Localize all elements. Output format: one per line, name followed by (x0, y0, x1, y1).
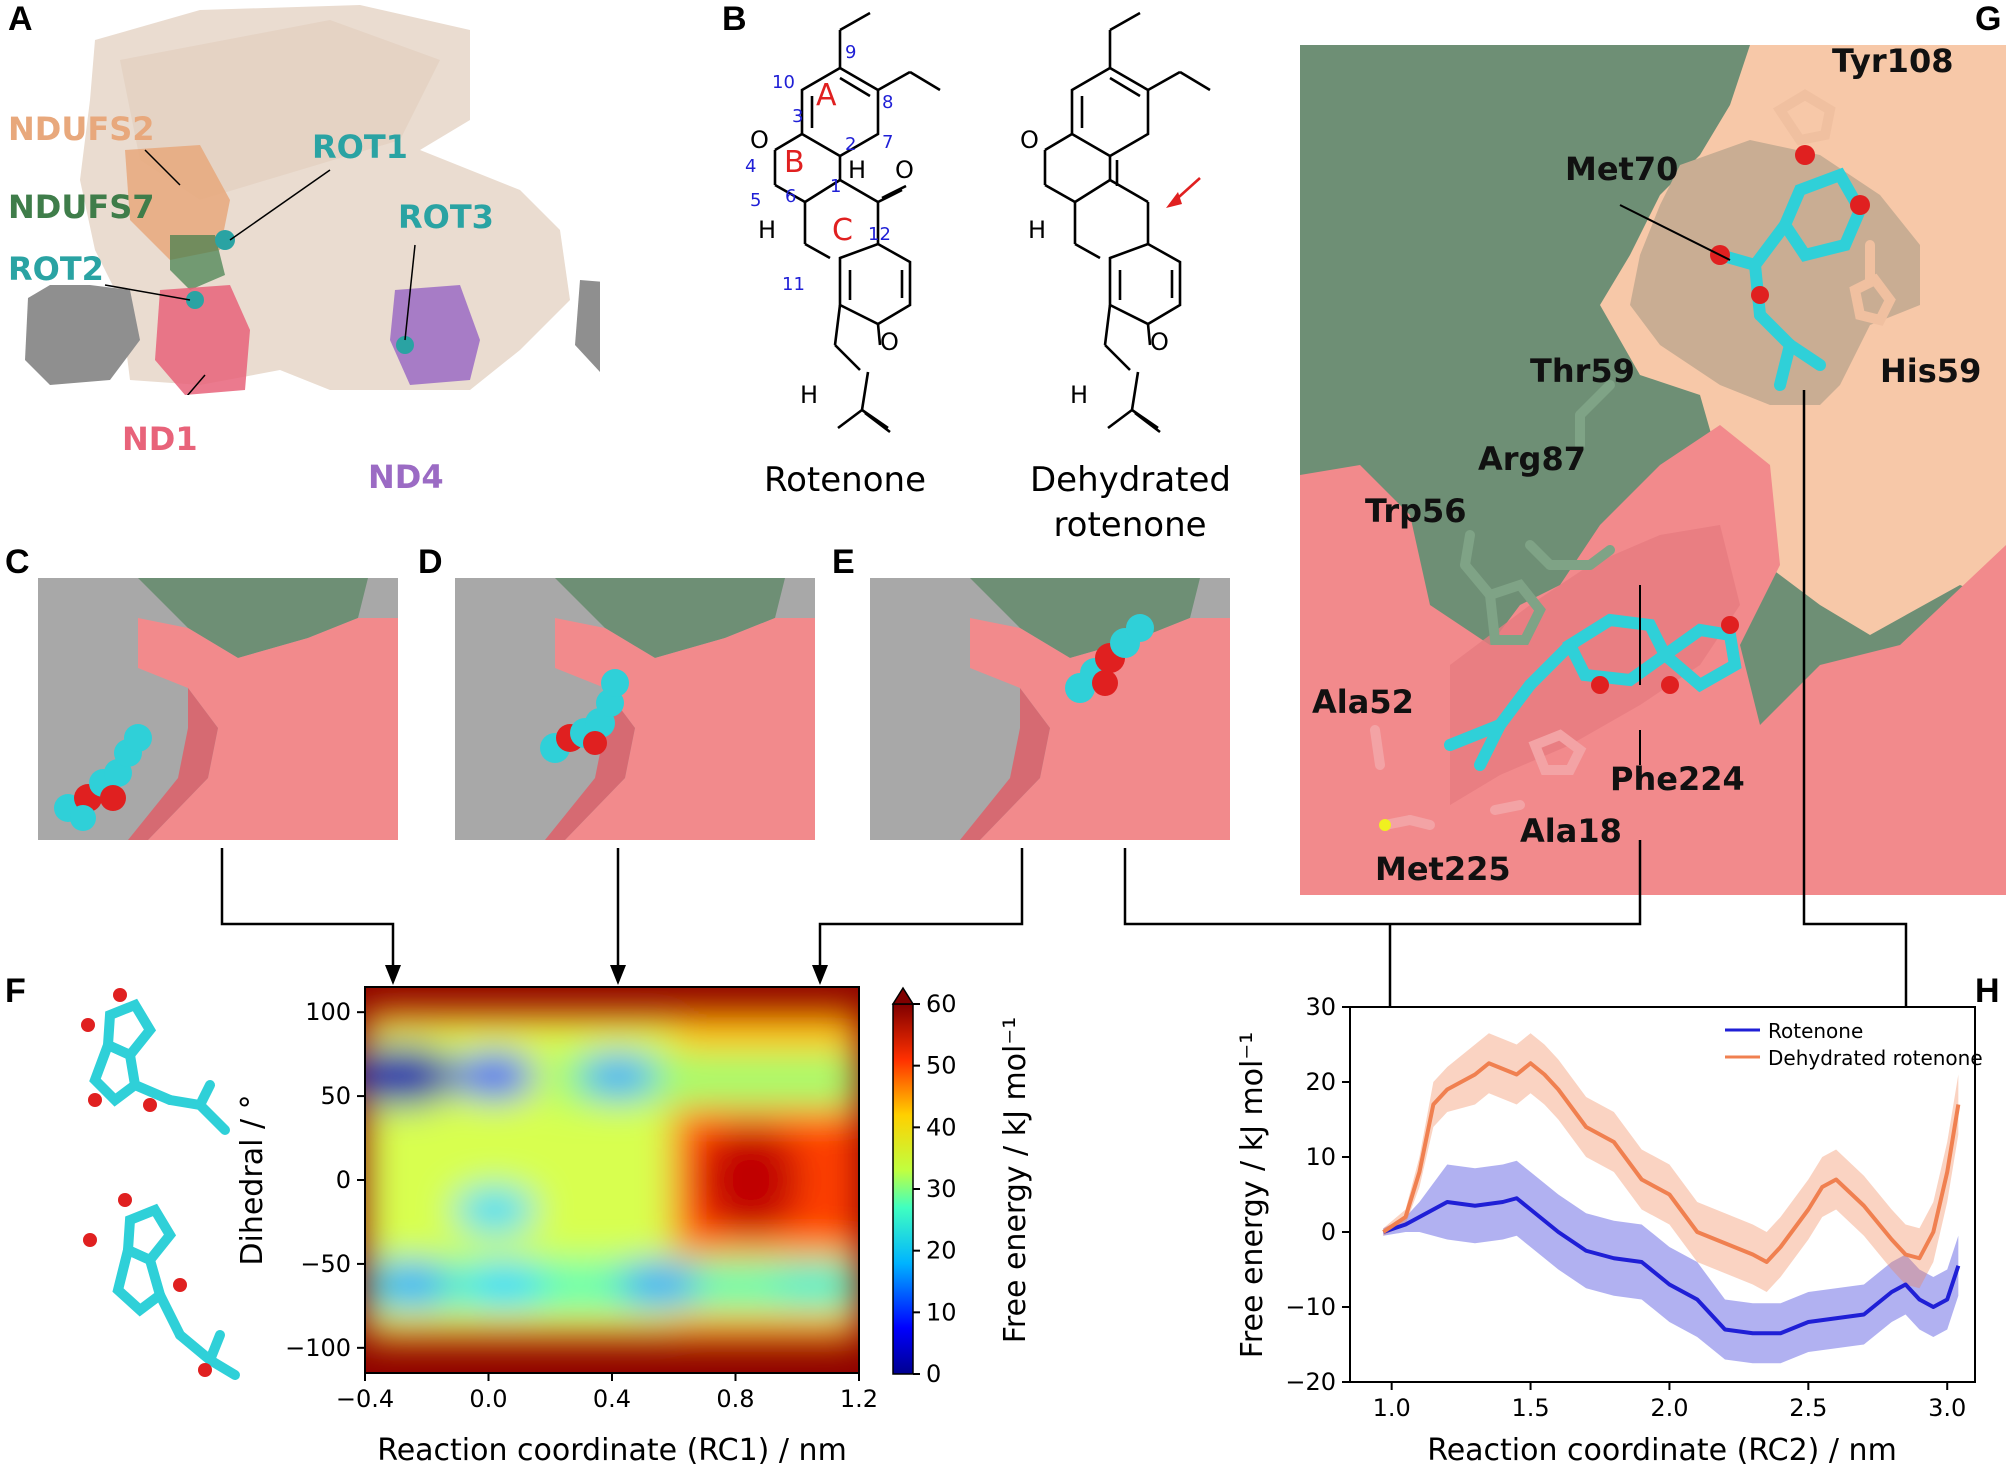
line-chart-xtick-label: 3.0 (1928, 1394, 1966, 1422)
line-chart-xtick-label: 1.0 (1373, 1394, 1411, 1422)
line-chart-ytick-label: −20 (1285, 1368, 1336, 1396)
line-chart-ytick-label: 20 (1305, 1068, 1336, 1096)
legend-dehydrated: Dehydrated rotenone (1768, 1046, 1983, 1070)
line-chart-xtick-label: 1.5 (1511, 1394, 1549, 1422)
line-chart-ytick-label: 0 (1321, 1218, 1336, 1246)
line-chart-ytick-label: 30 (1305, 993, 1336, 1021)
line-chart-xtick-label: 2.5 (1789, 1394, 1827, 1422)
free-energy-line-chart: 1.0 1.5 2.0 2.5 3.0 30 20 10 0 −10 −20 Reaction c… (0, 0, 2006, 1466)
line-chart-ytick-label: −10 (1285, 1293, 1336, 1321)
line-chart-ylabel: Free energy / kJ mol⁻¹ (1235, 1032, 1270, 1358)
line-chart-xlabel: Reaction coordinate (RC2) / nm (1427, 1433, 1897, 1466)
line-chart-xtick-label: 2.0 (1650, 1394, 1688, 1422)
line-chart-ytick-label: 10 (1305, 1143, 1336, 1171)
legend-rotenone: Rotenone (1768, 1019, 1863, 1043)
